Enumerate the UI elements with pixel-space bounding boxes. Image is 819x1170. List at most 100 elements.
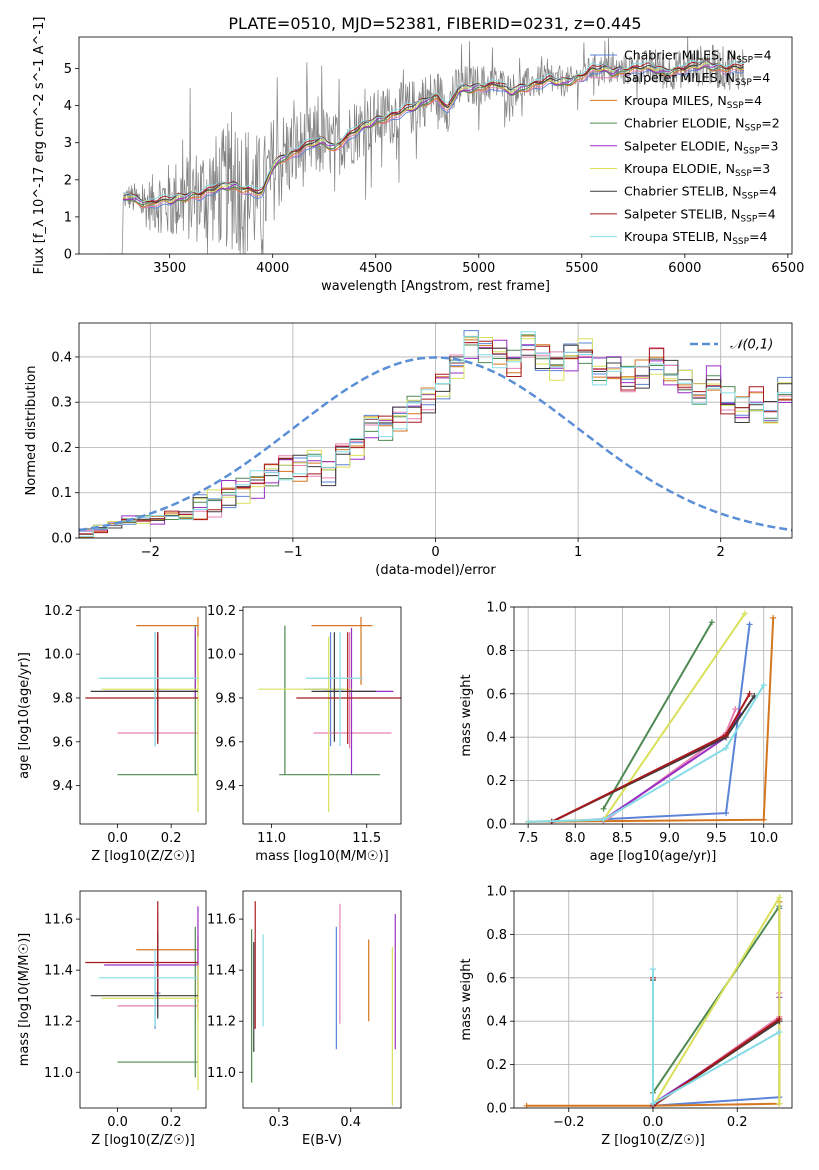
x-tick-label: 1 (574, 545, 582, 560)
histogram-step-line (79, 334, 792, 535)
residuals-frame (78, 322, 793, 539)
spectrum-model-line (123, 65, 745, 209)
legend-label-sub: SSP (727, 101, 744, 111)
age-vs-mass-xlabel: mass [log10(M/M☉)] (255, 849, 388, 864)
x-tick-label: 0.4 (340, 1115, 361, 1130)
y-tick-label: 0.6 (486, 971, 507, 986)
legend-label-value: =4 (752, 70, 770, 85)
legend-label: Chabrier MILES, NSSP=4 (624, 48, 772, 66)
histogram-step-line (79, 331, 792, 537)
mass-vs-Z-ylabel: mass [log10(M/M☉)] (17, 933, 32, 1066)
spectrum-frame (78, 36, 793, 255)
x-tick-label: −0.2 (553, 1115, 585, 1130)
legend-label-value: =4 (753, 48, 771, 63)
massweight-vs-age-frame (513, 606, 793, 825)
legend-label: Salpeter MILES, NSSP=4 (624, 70, 770, 88)
massweight-line (528, 684, 765, 823)
y-tick-label: 0.8 (486, 644, 507, 659)
massweight-line (602, 621, 713, 810)
y-tick-label: 11.6 (207, 913, 236, 928)
massweight-vs-age-axes: 7.5 8.0 8.5 9.0 9.5 10.0 0.0 0.2 0.4 0.6 0.8 1.0 age… (459, 601, 792, 864)
x-tick-label: 8.5 (612, 831, 633, 846)
x-tick-label: 4000 (256, 261, 289, 276)
age-vs-mass-plot-area (258, 616, 401, 812)
legend-label: Salpeter ELODIE, NSSP=3 (624, 138, 778, 156)
mass-vs-ebv-plot-area (251, 901, 396, 1106)
massweight-marker (776, 1100, 783, 1107)
spectrum-ylabel: Flux [f_λ 10^-17 erg cm^-2 s^-1 A^-1] (32, 17, 47, 275)
histogram-step-line (79, 336, 792, 530)
y-tick-label: 11.6 (44, 913, 73, 928)
legend-label: Kroupa STELIB, NSSP=4 (624, 229, 768, 247)
y-tick-label: 9.8 (215, 691, 236, 706)
massweight-marker (708, 619, 715, 626)
x-tick-label: 9.0 (659, 831, 680, 846)
figure-title: PLATE=0510, MJD=52381, FIBERID=0231, z=0… (228, 14, 641, 33)
x-tick-label: 3500 (153, 261, 186, 276)
legend-label: 𝒩(0,1) (730, 338, 773, 353)
mass-vs-Z-frame (79, 890, 207, 1109)
massweight-marker (760, 816, 767, 823)
x-tick-label: 11.0 (257, 831, 286, 846)
legend-label: Salpeter STELIB, NSSP=4 (624, 206, 776, 224)
y-tick-label: 0.4 (486, 731, 507, 746)
x-tick-label: 0.2 (727, 1115, 748, 1130)
massweight-marker (732, 705, 739, 712)
legend-label-value: =3 (752, 161, 770, 176)
legend-label-sub: SSP (736, 56, 753, 66)
legend-label-value: =4 (757, 206, 775, 221)
spectrum-plot-area (107, 37, 745, 254)
age-vs-Z-ylabel: age [log10(age/yr)] (17, 652, 32, 779)
y-tick-label: 9.4 (52, 779, 73, 794)
y-tick-label: 11.2 (207, 1015, 236, 1030)
y-tick-label: 2 (64, 173, 72, 188)
x-tick-label: 0.3 (269, 1115, 290, 1130)
y-tick-label: 9.6 (215, 735, 236, 750)
massweight-marker (746, 690, 753, 697)
legend-label-sub: SSP (735, 169, 752, 179)
massweight-marker (650, 966, 656, 973)
y-tick-label: 10.2 (207, 604, 236, 619)
y-tick-label: 1.0 (486, 601, 507, 616)
age-vs-Z-axes: 0.0 0.2 9.4 9.6 9.8 10.0 10.2 Z [log10(Z/Z☉)] ag… (17, 604, 195, 864)
x-tick-label: 0.0 (107, 1115, 128, 1130)
massweight-marker (741, 610, 748, 617)
x-tick-label: 6500 (771, 261, 804, 276)
legend-label-sub: SSP (735, 78, 752, 88)
massweight-line (551, 693, 751, 823)
legend-label: Chabrier STELIB, NSSP=4 (624, 184, 777, 202)
x-tick-label: 4500 (359, 261, 392, 276)
mass-vs-Z-xlabel: Z [log10(Z/Z☉)] (91, 1133, 195, 1148)
x-tick-label: 2 (717, 545, 725, 560)
massweight-vs-Z-frame (513, 890, 793, 1109)
mass-vs-ebv-xlabel: E(B-V) (302, 1133, 342, 1148)
y-tick-label: 9.4 (215, 779, 236, 794)
legend-label-value: =3 (760, 138, 778, 153)
massweight-marker (776, 1016, 783, 1023)
x-tick-label: 0.0 (107, 831, 128, 846)
massweight-marker (723, 810, 730, 817)
x-tick-label: 11.5 (352, 831, 381, 846)
massweight-marker (600, 805, 607, 812)
massweight-vs-Z-xlabel: Z [log10(Z/Z☉)] (601, 1133, 705, 1148)
residual-legend: 𝒩(0,1) (690, 338, 773, 353)
massweight-line (551, 695, 756, 823)
massweight-vs-Z-plot-area (523, 893, 783, 1108)
legend-label-sub: SSP (744, 124, 761, 134)
legend-label-sub: SSP (740, 214, 757, 224)
y-tick-label: 0.2 (486, 1058, 507, 1073)
x-tick-label: 6000 (668, 261, 701, 276)
x-tick-label: 0.0 (643, 1115, 664, 1130)
y-tick-label: 1.0 (486, 885, 507, 900)
y-tick-label: 11.0 (44, 1066, 73, 1081)
massweight-line (652, 893, 781, 1107)
y-tick-label: 5 (64, 62, 72, 77)
y-tick-label: 11.2 (44, 1015, 73, 1030)
y-tick-label: 11.4 (207, 964, 236, 979)
massweight-marker (746, 621, 753, 628)
x-tick-label: 5000 (462, 261, 495, 276)
massweight-line (528, 612, 746, 823)
x-tick-label: 5500 (565, 261, 598, 276)
massweight-vs-age-ylabel: mass weight (459, 674, 474, 756)
